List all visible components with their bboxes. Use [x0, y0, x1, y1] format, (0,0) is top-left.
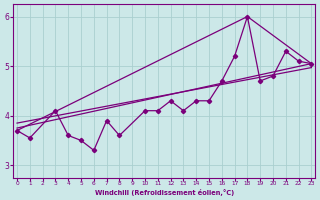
- X-axis label: Windchill (Refroidissement éolien,°C): Windchill (Refroidissement éolien,°C): [95, 189, 234, 196]
